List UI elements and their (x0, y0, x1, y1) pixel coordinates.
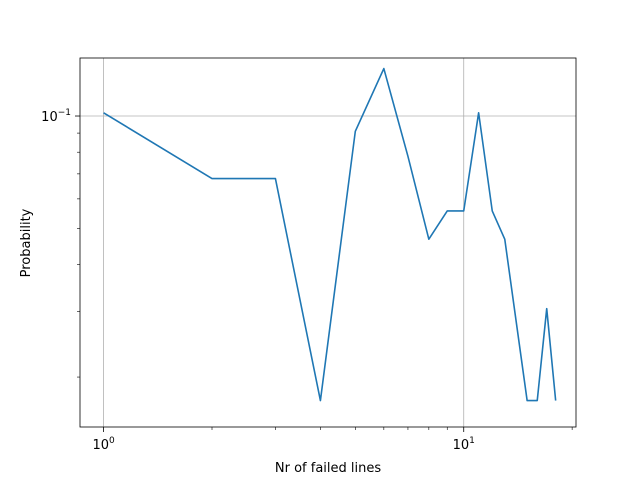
x-tick-label: 101 (453, 436, 475, 453)
grid (80, 58, 576, 427)
x-axis-label: Nr of failed lines (275, 461, 381, 476)
y-axis-label: Probability (19, 208, 34, 277)
y-tick-label: 10−1 (41, 108, 71, 125)
series-layer (103, 67, 557, 402)
x-tick-label: 100 (92, 436, 115, 453)
axis-ticks: 100 101 10−1 (41, 108, 573, 453)
plot-frame (79, 57, 577, 428)
series-line (103, 67, 557, 402)
